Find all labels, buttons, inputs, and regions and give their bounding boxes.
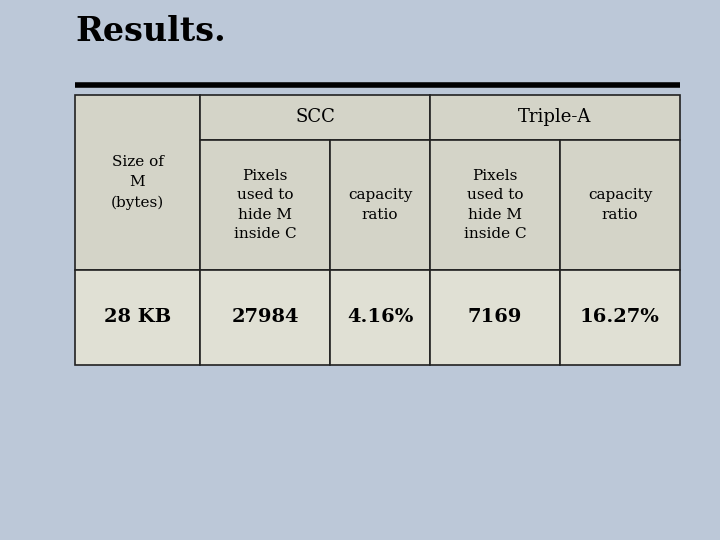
Text: Pixels
used to
hide M
inside C: Pixels used to hide M inside C <box>464 168 526 241</box>
Bar <box>200 95 430 140</box>
Text: Size of
M
(bytes): Size of M (bytes) <box>111 154 164 211</box>
Bar <box>200 140 330 270</box>
Bar <box>430 95 680 140</box>
Text: Triple-A: Triple-A <box>518 109 592 126</box>
Text: capacity
ratio: capacity ratio <box>588 188 652 222</box>
Bar <box>560 270 680 365</box>
Bar <box>75 270 200 365</box>
Text: Pixels
used to
hide M
inside C: Pixels used to hide M inside C <box>234 168 297 241</box>
Text: 27984: 27984 <box>231 308 299 327</box>
Bar <box>200 270 330 365</box>
Text: SCC: SCC <box>295 109 335 126</box>
Bar <box>330 140 430 270</box>
Bar <box>560 140 680 270</box>
Text: 7169: 7169 <box>468 308 522 327</box>
Bar <box>75 95 200 270</box>
Text: 28 KB: 28 KB <box>104 308 171 327</box>
Text: 4.16%: 4.16% <box>347 308 413 327</box>
Bar <box>430 270 560 365</box>
Text: Results.: Results. <box>75 15 226 48</box>
Text: 16.27%: 16.27% <box>580 308 660 327</box>
Bar <box>330 270 430 365</box>
Bar <box>430 140 560 270</box>
Text: capacity
ratio: capacity ratio <box>348 188 412 222</box>
